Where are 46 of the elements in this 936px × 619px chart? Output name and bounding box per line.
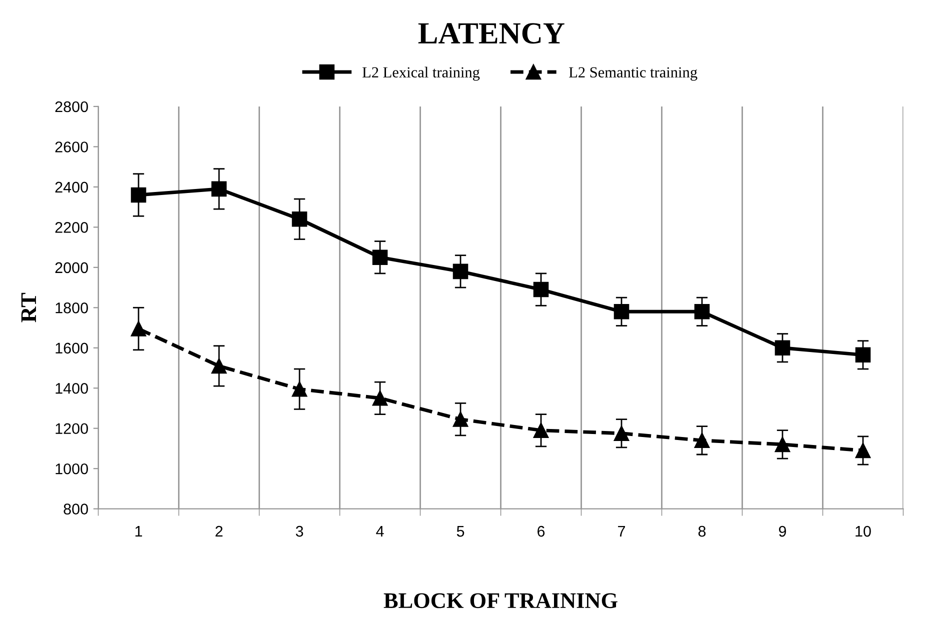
point — [774, 340, 790, 356]
y-tick-label: 2400 — [55, 182, 88, 193]
point — [855, 442, 871, 458]
x-tick-label: 8 — [698, 526, 706, 537]
y-tick-label: 1600 — [56, 342, 88, 354]
y-tick-label: 1200 — [56, 423, 88, 434]
y-tick-label: 1000 — [56, 463, 88, 474]
point — [774, 436, 790, 452]
point — [694, 432, 710, 448]
point — [292, 381, 308, 397]
point — [452, 412, 468, 427]
y-tick-label: 1800 — [56, 302, 88, 314]
y-tick-label: 2200 — [55, 222, 88, 233]
x-tick-label: 1 — [135, 526, 142, 537]
point — [211, 181, 227, 197]
point — [533, 422, 549, 438]
point — [855, 347, 871, 363]
point — [694, 304, 710, 320]
y-tick-label: 800 — [64, 504, 88, 515]
y-tick-label: 2000 — [55, 262, 88, 274]
x-tick-label: 10 — [856, 526, 871, 537]
x-tick-label: 5 — [456, 526, 464, 537]
point — [614, 426, 630, 442]
x-tick-label: 6 — [538, 526, 545, 537]
point — [372, 390, 388, 406]
point — [292, 211, 308, 227]
legend-label: L2 Lexical training — [362, 66, 480, 81]
x-tick-label: 9 — [778, 526, 786, 537]
x-tick-label: 2 — [216, 526, 223, 537]
point — [452, 264, 468, 280]
point — [614, 304, 630, 320]
point — [130, 321, 146, 336]
legend-label: L2 Semantic training — [569, 67, 698, 81]
y-tick-label: 2800 — [55, 101, 88, 112]
point — [372, 250, 388, 265]
x-tick-label: 3 — [296, 526, 304, 537]
y-axis-title: RT — [21, 292, 36, 322]
point — [211, 358, 227, 374]
point — [130, 187, 146, 203]
x-tick-label: 7 — [618, 526, 625, 537]
x-tick-label: 4 — [376, 526, 384, 537]
y-tick-label: 1400 — [56, 382, 88, 394]
x-axis-title: BLOCK OF TRAINING — [384, 593, 618, 608]
point — [533, 282, 549, 298]
y-tick-label: 2600 — [55, 142, 88, 152]
chart-title: LATENCY — [418, 23, 564, 44]
